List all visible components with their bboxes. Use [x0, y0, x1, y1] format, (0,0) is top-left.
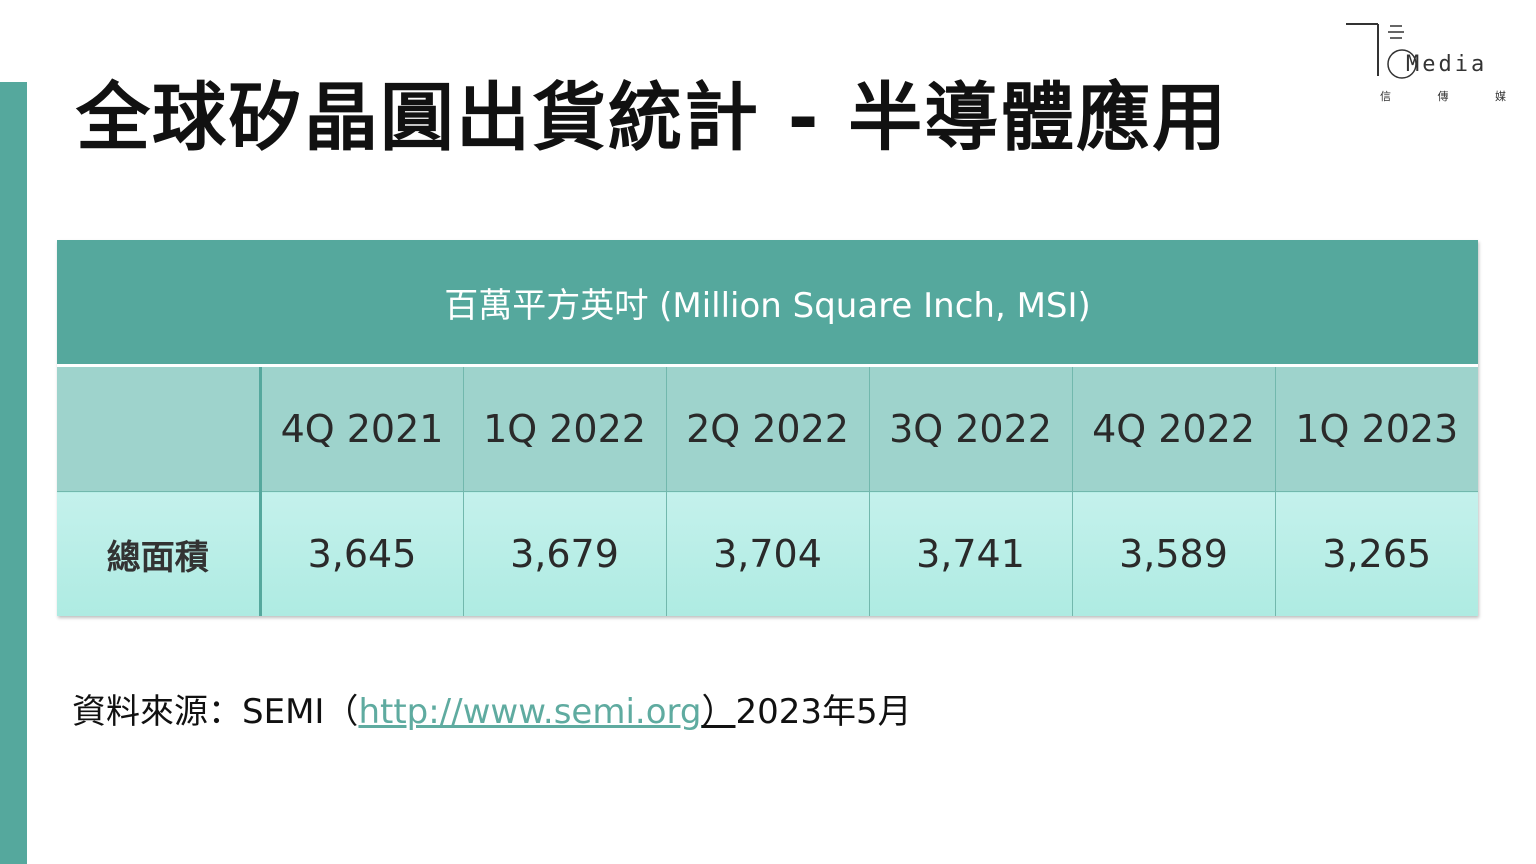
quarter-header-row: 4Q 2021 1Q 2022 2Q 2022 3Q 2022 4Q 2022 … — [57, 365, 1479, 492]
logo-char: 信 — [1380, 90, 1391, 103]
value-cell: 3,741 — [868, 491, 1072, 616]
quarter-header: 1Q 2023 — [1274, 365, 1479, 492]
logo-char: 傳 — [1437, 90, 1449, 103]
source-link[interactable]: http://www.semi.org — [358, 692, 702, 732]
wafer-shipment-table: 百萬平方英吋 (Million Square Inch, MSI) 4Q 202… — [57, 240, 1479, 616]
page-title: 全球矽晶圓出貨統計 - 半導體應用 — [76, 75, 1229, 161]
total-area-row: 總面積 3,645 3,679 3,704 3,741 3,589 3,265 — [57, 491, 1479, 616]
source-note: 資料來源：SEMI（http://www.semi.org）2023年5月 — [72, 684, 912, 733]
source-date: 2023年5月 — [735, 692, 912, 732]
accent-bar — [0, 82, 27, 864]
source-close: ） — [701, 692, 736, 732]
tc-media-logo: Media 信 傳 媒 — [1344, 16, 1512, 108]
logo-subtitle: 信 傳 媒 — [1380, 88, 1506, 104]
quarter-header: 4Q 2021 — [259, 365, 463, 492]
logo-mark-icon — [1346, 23, 1417, 79]
row-label: 總面積 — [57, 491, 262, 616]
logo-text: Media — [1406, 52, 1488, 77]
unit-header-row: 百萬平方英吋 (Million Square Inch, MSI) — [57, 240, 1479, 367]
value-cell: 3,589 — [1071, 491, 1275, 616]
value-cell: 3,679 — [462, 491, 666, 616]
value-cell: 3,704 — [665, 491, 869, 616]
unit-header: 百萬平方英吋 (Million Square Inch, MSI) — [57, 240, 1479, 367]
logo-char: 媒 — [1495, 90, 1506, 103]
value-cell: 3,265 — [1274, 491, 1479, 616]
corner-cell — [57, 365, 262, 492]
quarter-header: 3Q 2022 — [868, 365, 1072, 492]
quarter-header: 4Q 2022 — [1071, 365, 1275, 492]
quarter-header: 2Q 2022 — [665, 365, 869, 492]
quarter-header: 1Q 2022 — [462, 365, 666, 492]
source-prefix: 資料來源：SEMI（ — [72, 692, 359, 732]
value-cell: 3,645 — [259, 491, 463, 616]
